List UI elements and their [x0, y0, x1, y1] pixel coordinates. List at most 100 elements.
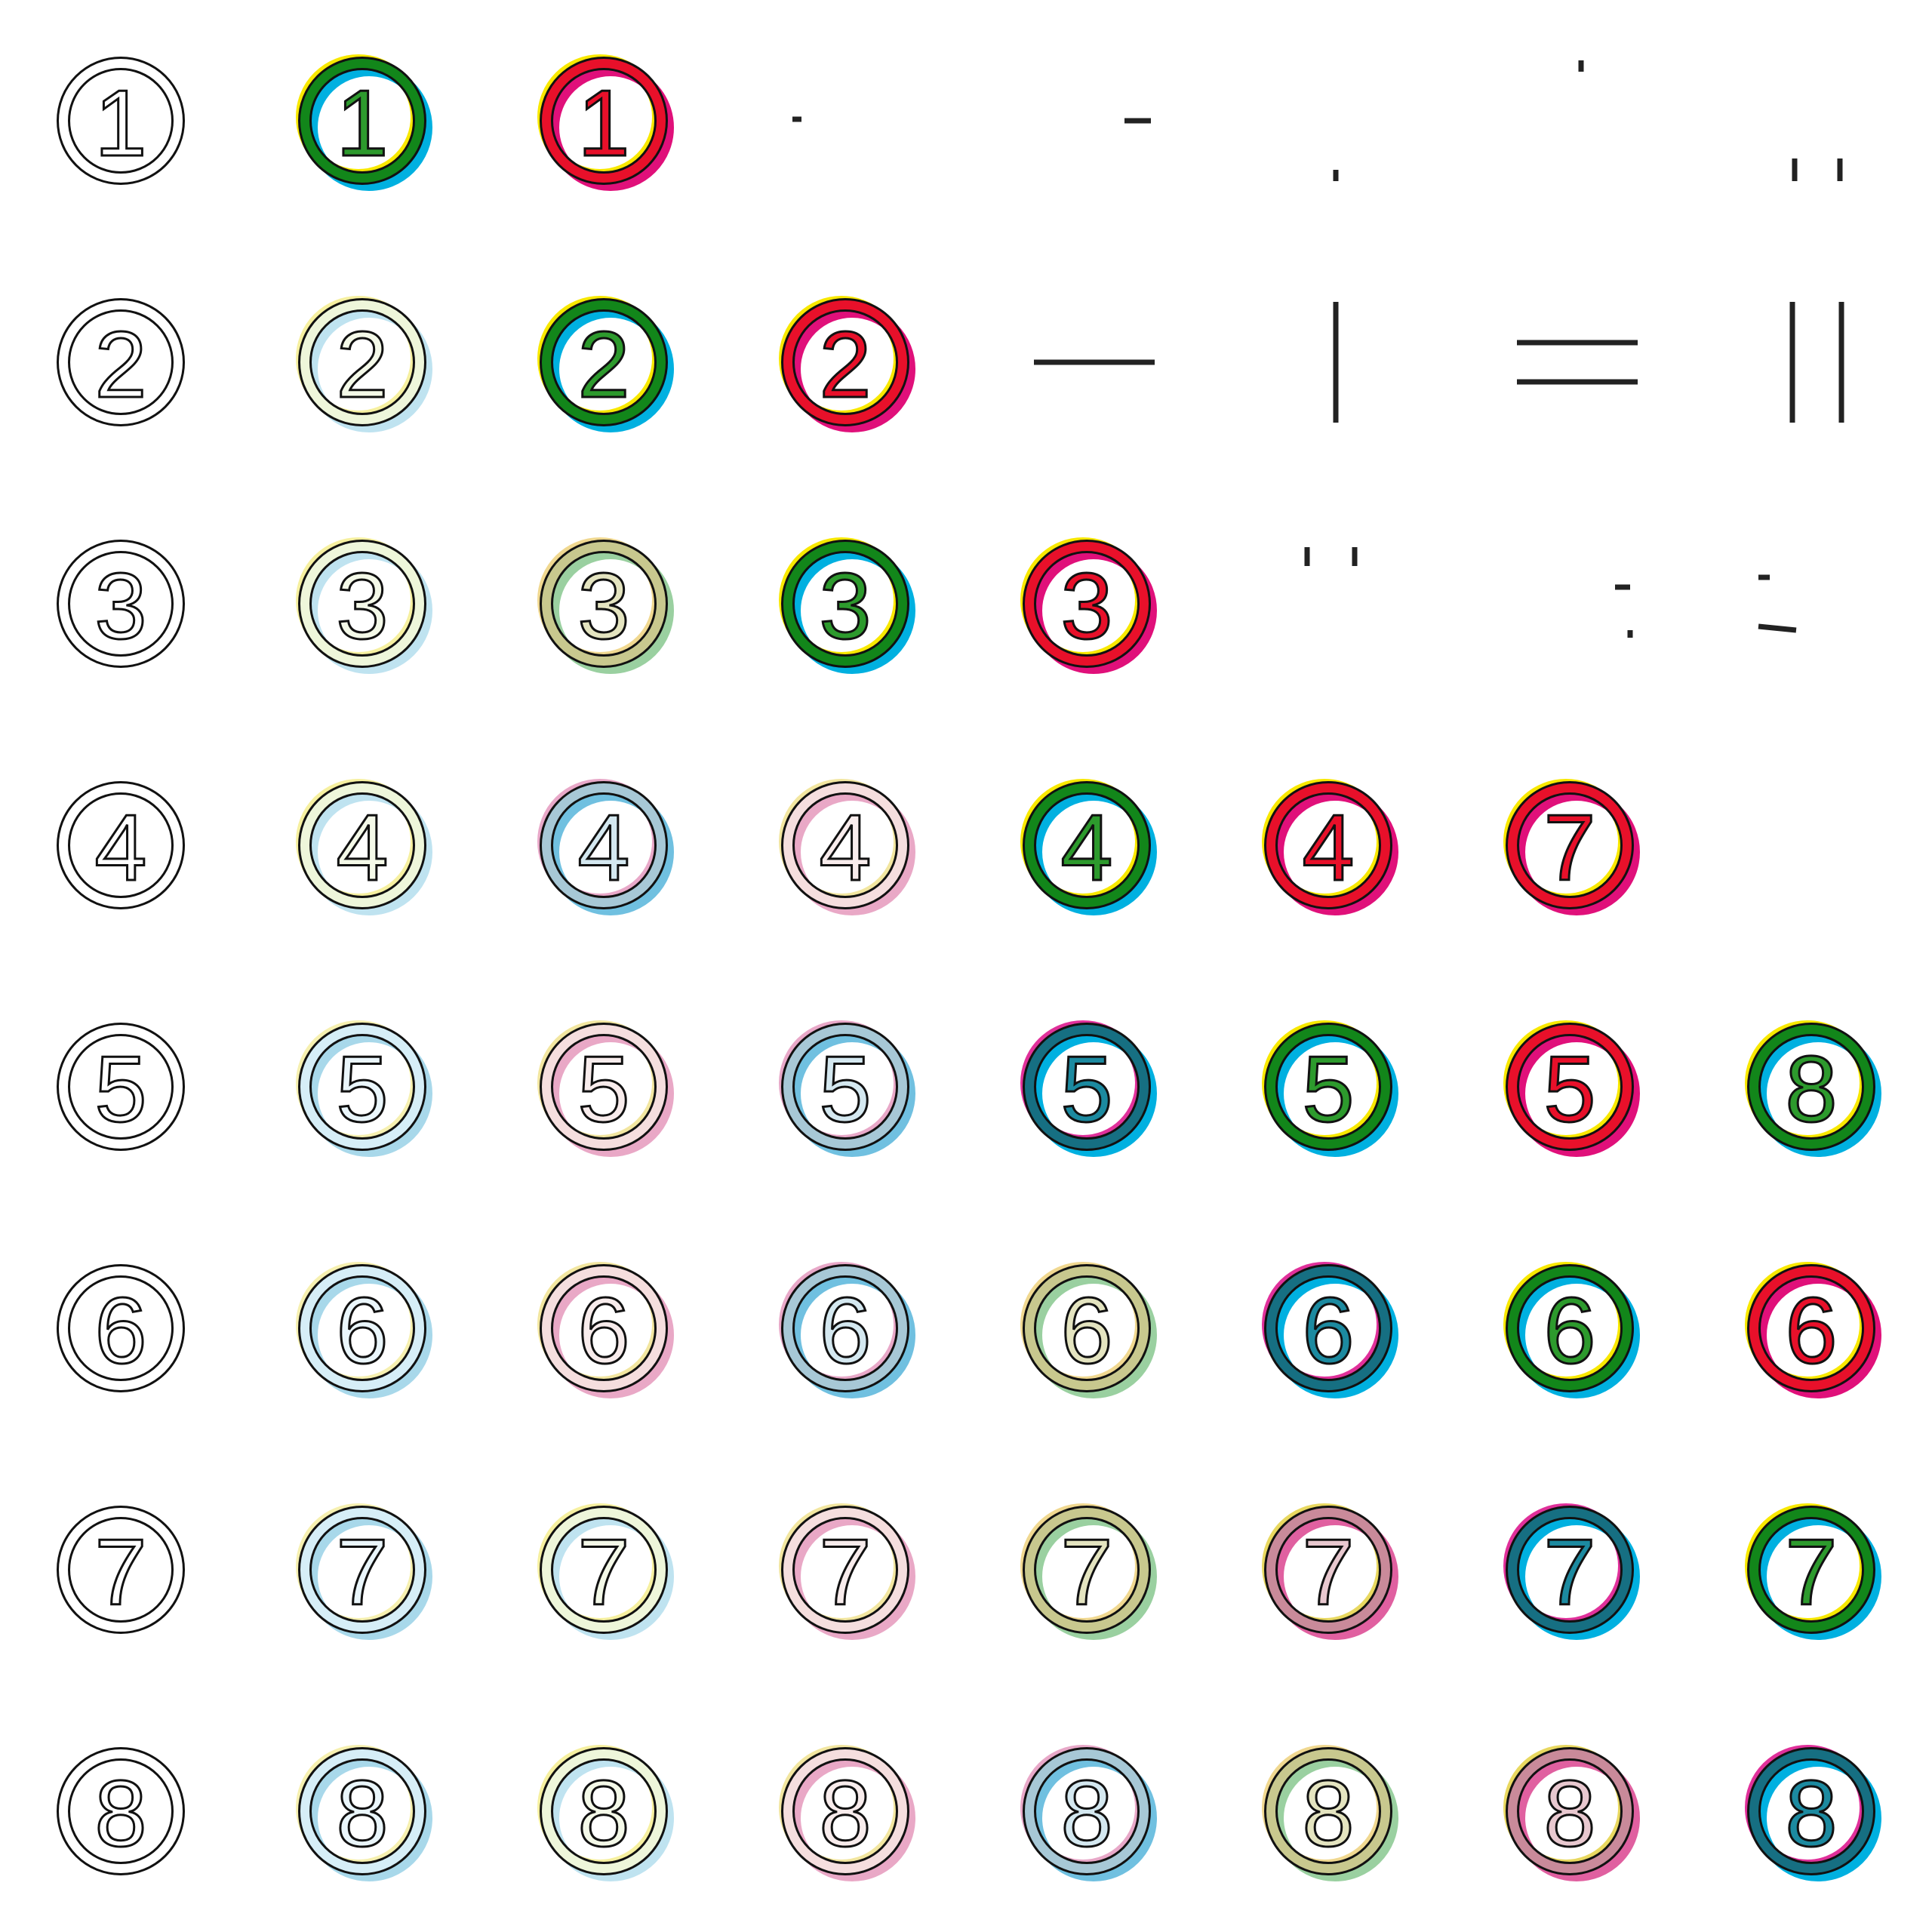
digit: 7 [1303, 1521, 1355, 1625]
digit: 6 [1786, 1279, 1838, 1383]
circled-number: 5 [1503, 1020, 1640, 1157]
circled-number: 3 [779, 537, 915, 674]
circled-number: 4 [537, 779, 674, 915]
digit: 3 [1061, 555, 1113, 659]
digit: 1 [95, 72, 147, 176]
digit: 6 [578, 1279, 630, 1383]
ring [1025, 1508, 1149, 1632]
ring [1749, 1025, 1873, 1149]
digit: 4 [95, 796, 147, 900]
ring [1025, 1025, 1149, 1149]
circled-number: 4 [779, 779, 915, 915]
digit: 8 [578, 1762, 630, 1866]
ring [300, 542, 424, 666]
circled-number: 7 [1745, 1503, 1881, 1640]
ring [783, 542, 907, 666]
ring [59, 1266, 183, 1390]
ring [542, 1508, 666, 1632]
digit: 7 [1544, 796, 1596, 900]
ring [300, 59, 424, 183]
circled-number: 7 [296, 1503, 432, 1640]
ring [1749, 1266, 1873, 1390]
digit: 6 [1061, 1279, 1113, 1383]
ring [783, 783, 907, 907]
ring [1266, 783, 1390, 907]
digit: 6 [1544, 1279, 1596, 1383]
ring [1508, 1508, 1632, 1632]
circled-number: 6 [779, 1262, 915, 1398]
ring [1266, 1025, 1390, 1149]
circled-number: 2 [779, 296, 915, 432]
circled-number: 5 [1262, 1020, 1398, 1157]
circled-number: 3 [1020, 537, 1157, 674]
circled-number: 8 [1503, 1745, 1640, 1881]
circled-number: 4 [1020, 779, 1157, 915]
ring [300, 1266, 424, 1390]
digit: 2 [578, 313, 630, 417]
circled-number: 8 [1745, 1745, 1881, 1881]
circled-number: 3 [57, 540, 185, 668]
circled-number: 7 [1503, 1503, 1640, 1640]
digit: 8 [1061, 1762, 1113, 1866]
circled-number: 6 [537, 1262, 674, 1398]
circled-number: 8 [57, 1747, 185, 1875]
circled-number: 5 [779, 1020, 915, 1157]
digit: 3 [578, 555, 630, 659]
ring [1508, 1266, 1632, 1390]
digit: 2 [337, 313, 389, 417]
ring [542, 783, 666, 907]
digit: 4 [1061, 796, 1113, 900]
circled-number: 5 [1020, 1020, 1157, 1157]
digit: 6 [337, 1279, 389, 1383]
digit: 6 [1303, 1279, 1355, 1383]
ring [542, 542, 666, 666]
ring [1025, 542, 1149, 666]
digit: 8 [1786, 1762, 1838, 1866]
digit: 4 [337, 796, 389, 900]
circled-number: 3 [296, 537, 432, 674]
circled-number: 7 [779, 1503, 915, 1640]
digit: 5 [1061, 1038, 1113, 1142]
circled-number: 4 [57, 781, 185, 909]
ring [300, 1508, 424, 1632]
circled-number: 7 [1262, 1503, 1398, 1640]
ring [542, 1266, 666, 1390]
ring [59, 542, 183, 666]
digit: 6 [95, 1279, 147, 1383]
ring [300, 1749, 424, 1873]
ring [59, 1749, 183, 1873]
ring [783, 300, 907, 424]
circled-number: 8 [296, 1745, 432, 1881]
ring [1508, 1025, 1632, 1149]
circled-number: 8 [537, 1745, 674, 1881]
digit: 2 [95, 313, 147, 417]
ring [783, 1749, 907, 1873]
digit: 5 [820, 1038, 872, 1142]
circled-number: 7 [537, 1503, 674, 1640]
ring [542, 300, 666, 424]
ring [1266, 1508, 1390, 1632]
digit: 5 [95, 1038, 147, 1142]
circled-number: 6 [1262, 1262, 1398, 1398]
circled-number: 2 [537, 296, 674, 432]
digit: 8 [1544, 1762, 1596, 1866]
ring [542, 59, 666, 183]
circled-number: 6 [296, 1262, 432, 1398]
digit: 7 [337, 1521, 389, 1625]
circled-number: 7 [1020, 1503, 1157, 1640]
digit: 3 [820, 555, 872, 659]
ring [1266, 1749, 1390, 1873]
ring [783, 1025, 907, 1149]
ring [1025, 783, 1149, 907]
circled-number: 3 [537, 537, 674, 674]
ring [300, 783, 424, 907]
circled-number: 7 [1503, 779, 1640, 915]
ring [1508, 783, 1632, 907]
digit: 3 [337, 555, 389, 659]
circled-number: 5 [57, 1023, 185, 1151]
ring [59, 783, 183, 907]
digit: 5 [337, 1038, 389, 1142]
ring [1508, 1749, 1632, 1873]
